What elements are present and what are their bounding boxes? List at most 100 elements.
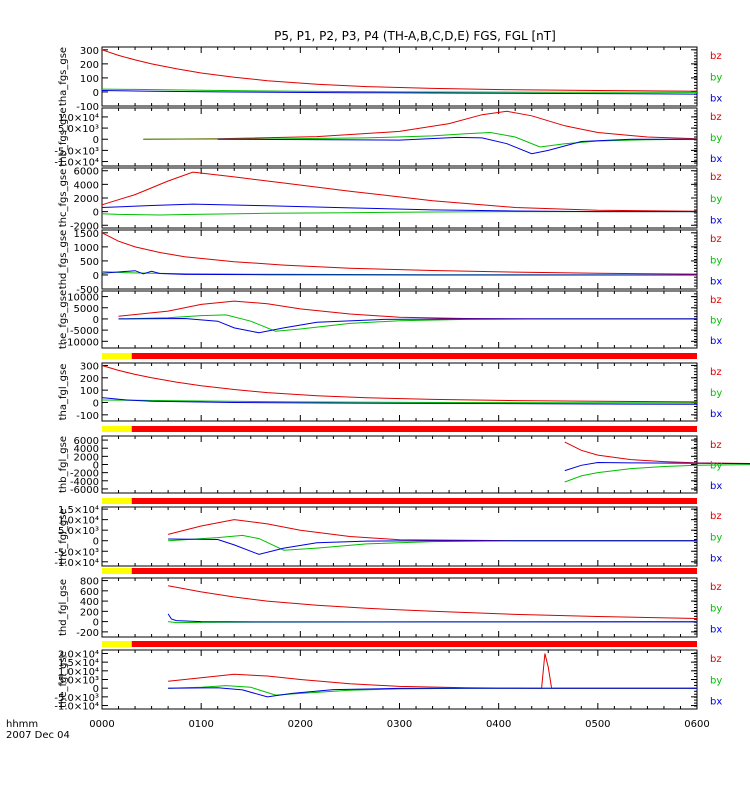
chart-title: P5, P1, P2, P3, P4 (TH-A,B,C,D,E) FGS, F… (274, 29, 556, 43)
y-tick-label: -1.0×10⁴ (54, 558, 99, 569)
x-tick-label: 0200 (288, 719, 313, 730)
y-axis-label: thc_fgl_gse (58, 508, 69, 564)
y-axis-label: the_fgl_gse (58, 651, 69, 708)
y-tick-label: 2.0×10⁴ (58, 649, 99, 660)
legend-bz: bz (710, 295, 722, 306)
legend-by: by (710, 255, 722, 266)
panel-frame (101, 506, 698, 567)
y-axis-label: thd_fgl_gse (58, 579, 69, 636)
x-tick-label: 0000 (89, 719, 114, 730)
y-tick-label: 2000 (74, 194, 99, 205)
series-by-line (101, 211, 697, 216)
series-bz-line (118, 300, 697, 320)
flag-red-segment (131, 568, 697, 574)
legend-by: by (710, 532, 722, 543)
y-tick-label: 4000 (74, 444, 99, 455)
panel-frame (101, 649, 698, 710)
legend-bx: bx (710, 625, 722, 636)
y-tick-label: 0 (93, 537, 99, 548)
flag-bar-2 (102, 426, 697, 432)
y-tick-label: -5000 (70, 326, 99, 337)
flag-red-segment (131, 641, 697, 647)
y-tick-label: 2000 (74, 452, 99, 463)
y-tick-label: -100 (76, 411, 99, 422)
y-tick-label: 0 (93, 208, 99, 219)
flag-red-segment (131, 353, 697, 359)
legend-bz: bz (710, 172, 722, 183)
x-tick-label: 0300 (387, 719, 412, 730)
flag-yellow-segment (102, 568, 132, 574)
y-tick-label: -500 (76, 285, 99, 296)
series-bz-line (101, 49, 698, 92)
series-bx-line (118, 317, 697, 334)
legend-bz: bz (710, 440, 722, 451)
y-tick-label: 1.0×10⁴ (58, 516, 99, 527)
legend-bz: bz (710, 51, 722, 62)
flag-yellow-segment (102, 426, 132, 432)
legend-bx: bx (710, 554, 722, 565)
legend-bx: bx (710, 277, 722, 288)
y-tick-label: -5.0×10³ (54, 146, 99, 157)
panel-2: 1.0×10⁴5.0×10³0-5.0×10³-1.0×10⁴thb_fgs_g… (54, 107, 722, 168)
panel-frame (101, 362, 698, 422)
x-axis: 0000 0100 0200 0300 0400 0500 0600 (89, 719, 709, 730)
legend-bz: bz (710, 511, 722, 522)
series-bz-line (101, 171, 698, 212)
y-axis-label: thc_fgs_gse (58, 169, 69, 228)
y-tick-label: 200 (80, 607, 99, 618)
y-tick-label: -1.0×10⁴ (54, 158, 99, 169)
y-tick-label: 100 (80, 74, 99, 85)
flag-bar-1 (102, 353, 697, 359)
panel-frame (101, 167, 698, 229)
y-tick-label: 0 (93, 618, 99, 629)
y-tick-label: 200 (80, 374, 99, 385)
x-tick-label: 0100 (188, 719, 213, 730)
panel-4: 1500 1000 500 0 -500 thd_fgs_gse bz by bx (58, 229, 722, 296)
y-tick-label: 0 (93, 461, 99, 472)
y-tick-label: 0 (93, 271, 99, 282)
series-bx-line (101, 270, 697, 276)
legend-by: by (710, 194, 722, 205)
y-tick-label: 5.0×10³ (58, 526, 99, 537)
panel-frame (101, 46, 698, 107)
y-tick-label: 1000 (74, 243, 99, 254)
series-bz-line (168, 653, 697, 689)
y-tick-label: 0 (93, 684, 99, 695)
legend-bx: bx (710, 697, 722, 708)
flag-bar-5 (102, 641, 697, 647)
series-by-line (168, 534, 697, 551)
series-by-line (564, 464, 750, 483)
panel-1: 300 200 100 0 -100 tha_fgs_gse bz by bx (58, 46, 722, 113)
y-tick-label: 6000 (74, 167, 99, 178)
y-tick-label: 1.5×10⁴ (58, 505, 99, 516)
panel-frame (101, 229, 698, 290)
x-tick-label: 0500 (585, 719, 610, 730)
y-tick-label: -5.0×10³ (54, 693, 99, 704)
panel-frame (101, 435, 698, 494)
x-tick-label: 0600 (684, 719, 709, 730)
y-tick-label: 1.5×10⁴ (58, 658, 99, 669)
panel-8: 1.5×10⁴1.0×10⁴5.0×10³0-5.0×10³-1.0×10⁴th… (54, 505, 722, 569)
y-tick-label: -10000 (64, 337, 99, 348)
legend-bx: bx (710, 336, 722, 347)
y-tick-label: 10000 (67, 293, 99, 304)
legend-bz: bz (710, 582, 722, 593)
y-tick-label: -6000 (70, 485, 99, 496)
legend-by: by (710, 460, 722, 471)
y-tick-label: 800 (80, 577, 99, 588)
y-tick-label: -100 (76, 102, 99, 113)
y-tick-label: -5.0×10³ (54, 547, 99, 558)
y-tick-label: 300 (80, 46, 99, 57)
y-tick-label: 5.0×10³ (58, 124, 99, 135)
legend-by: by (710, 133, 722, 144)
legend-by: by (710, 315, 722, 326)
flag-yellow-segment (102, 498, 132, 504)
y-tick-label: 0 (93, 88, 99, 99)
series-by-line (101, 88, 698, 93)
y-tick-label: 0 (93, 315, 99, 326)
